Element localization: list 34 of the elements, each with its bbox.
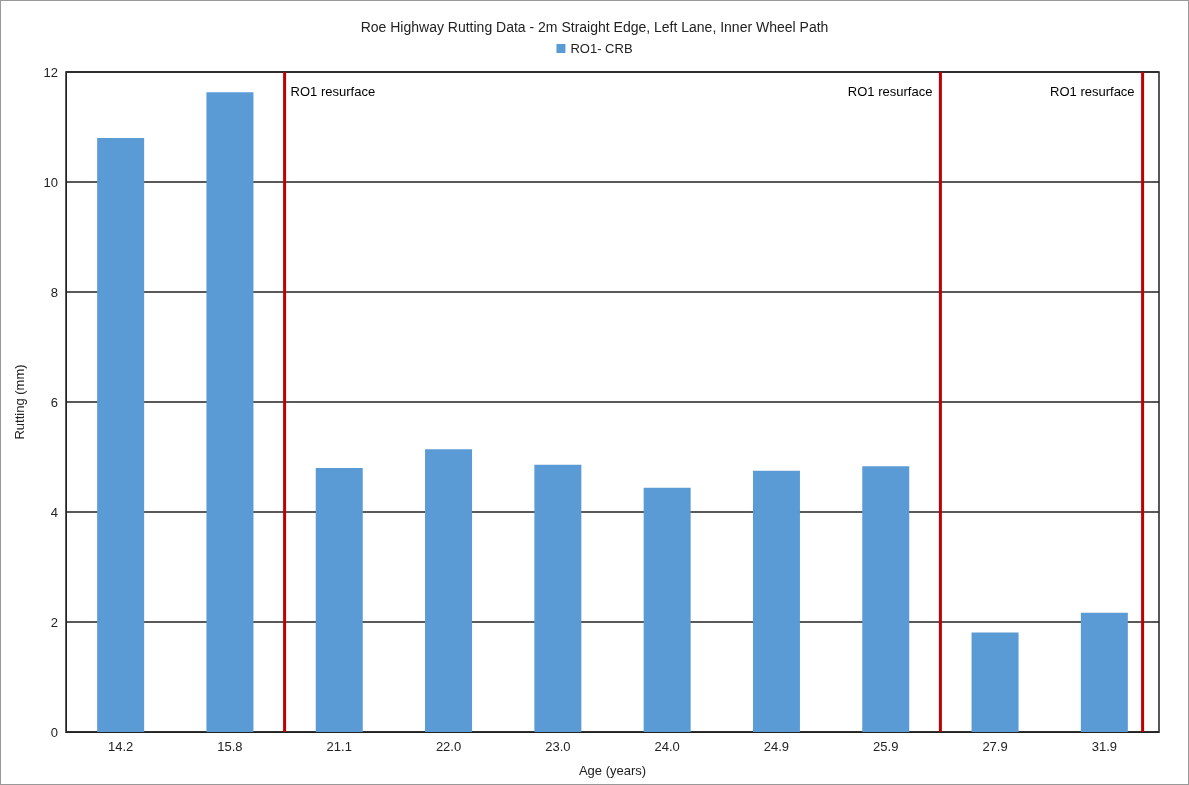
y-tick-label: 2 bbox=[50, 614, 58, 630]
x-tick-label: 25.9 bbox=[873, 739, 899, 754]
y-tick-label: 0 bbox=[50, 724, 58, 740]
annotation: RO1 resurface bbox=[847, 84, 933, 99]
x-axis-title: Age (years) bbox=[578, 763, 647, 778]
x-tick-label: 23.0 bbox=[545, 739, 571, 754]
annotation: RO1 resurface bbox=[1050, 84, 1135, 99]
bar bbox=[752, 470, 800, 732]
annotation: RO1 resurface bbox=[290, 84, 376, 99]
bar bbox=[534, 464, 582, 732]
y-tick-label: 10 bbox=[43, 174, 58, 190]
x-tick-label: 24.9 bbox=[763, 739, 790, 754]
bar bbox=[206, 92, 254, 732]
x-tick-label: 22.0 bbox=[435, 739, 462, 754]
y-tick-label: 12 bbox=[43, 64, 58, 80]
x-tick-label: 14.2 bbox=[107, 739, 134, 754]
bar bbox=[1080, 612, 1128, 732]
x-tick-label: 31.9 bbox=[1091, 739, 1118, 754]
bar bbox=[315, 468, 363, 732]
y-axis-title: Rutting (mm) bbox=[12, 364, 27, 440]
x-tick-label: 15.8 bbox=[217, 739, 243, 754]
bar bbox=[425, 449, 473, 732]
y-tick-label: 8 bbox=[50, 284, 58, 300]
legend-label: RO1- CRB bbox=[570, 41, 633, 56]
x-tick-label: 27.9 bbox=[982, 739, 1008, 754]
chart-title: Roe Highway Rutting Data - 2m Straight Edge, Left Lane, Inner Wheel Path bbox=[360, 19, 829, 35]
bar bbox=[643, 487, 691, 732]
bar bbox=[971, 632, 1019, 732]
y-tick-label: 4 bbox=[50, 504, 58, 520]
bar bbox=[862, 466, 910, 732]
y-tick-label: 6 bbox=[50, 394, 58, 410]
x-tick-label: 21.1 bbox=[326, 739, 352, 754]
bar bbox=[97, 138, 145, 732]
x-tick-label: 24.0 bbox=[654, 739, 680, 754]
